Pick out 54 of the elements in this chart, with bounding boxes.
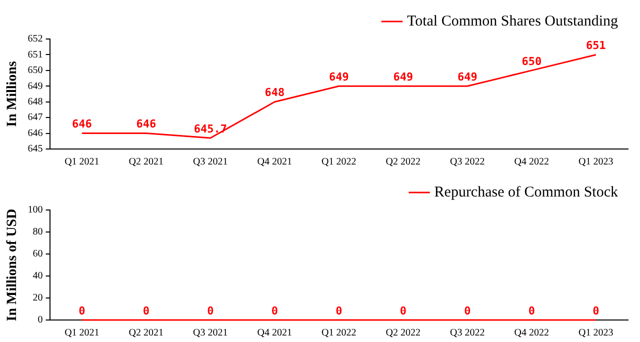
y-tick-label: 0 <box>38 314 43 326</box>
x-tick-label: Q2 2022 <box>386 328 421 339</box>
x-tick-label: Q4 2022 <box>514 156 549 168</box>
x-tick-label: Q4 2021 <box>257 156 292 168</box>
x-tick-label: Q1 2022 <box>322 156 356 168</box>
y-axis-title: In Millions <box>5 60 20 127</box>
y-tick-label: 651 <box>28 49 43 60</box>
data-label: 0 <box>336 304 342 318</box>
x-tick-label: Q2 2022 <box>386 156 421 168</box>
y-tick-label: 648 <box>28 96 43 108</box>
legend-label: Total Common Shares Outstanding <box>406 13 618 30</box>
y-tick-label: 100 <box>28 204 43 216</box>
data-label: 646 <box>72 118 92 131</box>
data-label: 0 <box>78 304 86 318</box>
data-label: 0 <box>400 304 406 318</box>
x-tick-label: Q4 2022 <box>514 328 549 339</box>
x-tick-label: Q1 2023 <box>578 328 614 339</box>
data-label: 649 <box>328 70 349 84</box>
data-label: 651 <box>586 39 606 52</box>
x-tick-label: Q4 2021 <box>257 328 292 339</box>
data-label: 0 <box>464 304 471 318</box>
y-tick-label: 60 <box>32 248 43 260</box>
data-label: 645.7 <box>194 122 227 136</box>
data-label: 648 <box>264 86 285 100</box>
y-tick-label: 80 <box>32 226 43 238</box>
data-label: 649 <box>457 70 478 84</box>
y-tick-label: 647 <box>28 112 43 124</box>
y-tick-label: 40 <box>32 270 43 282</box>
y-tick-label: 20 <box>32 292 43 304</box>
y-tick-label: 649 <box>28 80 43 92</box>
x-tick-label: Q3 2022 <box>450 328 485 339</box>
data-label: 649 <box>393 70 414 84</box>
data-label: 646 <box>136 118 156 131</box>
x-tick-label: Q2 2021 <box>128 156 164 168</box>
x-tick-label: Q1 2021 <box>64 328 100 339</box>
x-tick-label: Q3 2022 <box>450 156 485 168</box>
data-label: 0 <box>592 304 600 318</box>
x-tick-label: Q1 2023 <box>578 156 614 168</box>
legend-label: Repurchase of Common Stock <box>434 184 618 200</box>
x-tick-label: Q2 2021 <box>128 328 164 339</box>
y-tick-label: 652 <box>28 34 43 45</box>
y-tick-label: 650 <box>28 65 43 76</box>
x-tick-label: Q1 2021 <box>64 156 100 168</box>
y-tick-label: 645 <box>28 144 43 155</box>
x-tick-label: Q1 2022 <box>322 328 356 339</box>
x-tick-label: Q3 2021 <box>193 156 228 168</box>
data-label: 650 <box>522 54 542 68</box>
y-axis-title: In Millions of USD <box>5 208 20 322</box>
x-tick-label: Q3 2021 <box>193 328 228 339</box>
data-label: 0 <box>271 304 278 318</box>
data-label: 0 <box>142 304 150 318</box>
data-label: 0 <box>528 304 535 318</box>
data-label: 0 <box>207 304 214 318</box>
y-tick-label: 646 <box>28 128 43 139</box>
